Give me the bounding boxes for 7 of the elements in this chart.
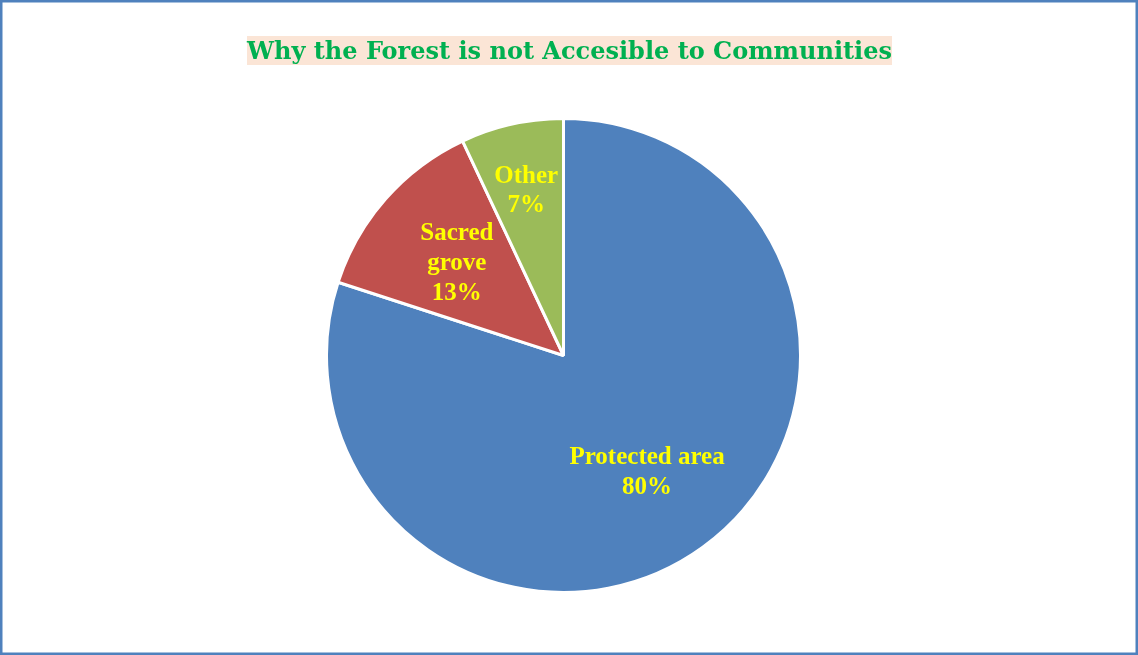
slice-label: Other	[494, 160, 559, 188]
chart-title: Why the Forest is not Accesible to Communities	[246, 36, 892, 65]
slice-label: Sacred grove	[420, 218, 494, 275]
data-label: 7%	[507, 190, 546, 218]
data-label: 80%	[622, 471, 673, 499]
data-label: 13%	[431, 277, 482, 305]
slice-label: Protected area	[569, 442, 726, 470]
